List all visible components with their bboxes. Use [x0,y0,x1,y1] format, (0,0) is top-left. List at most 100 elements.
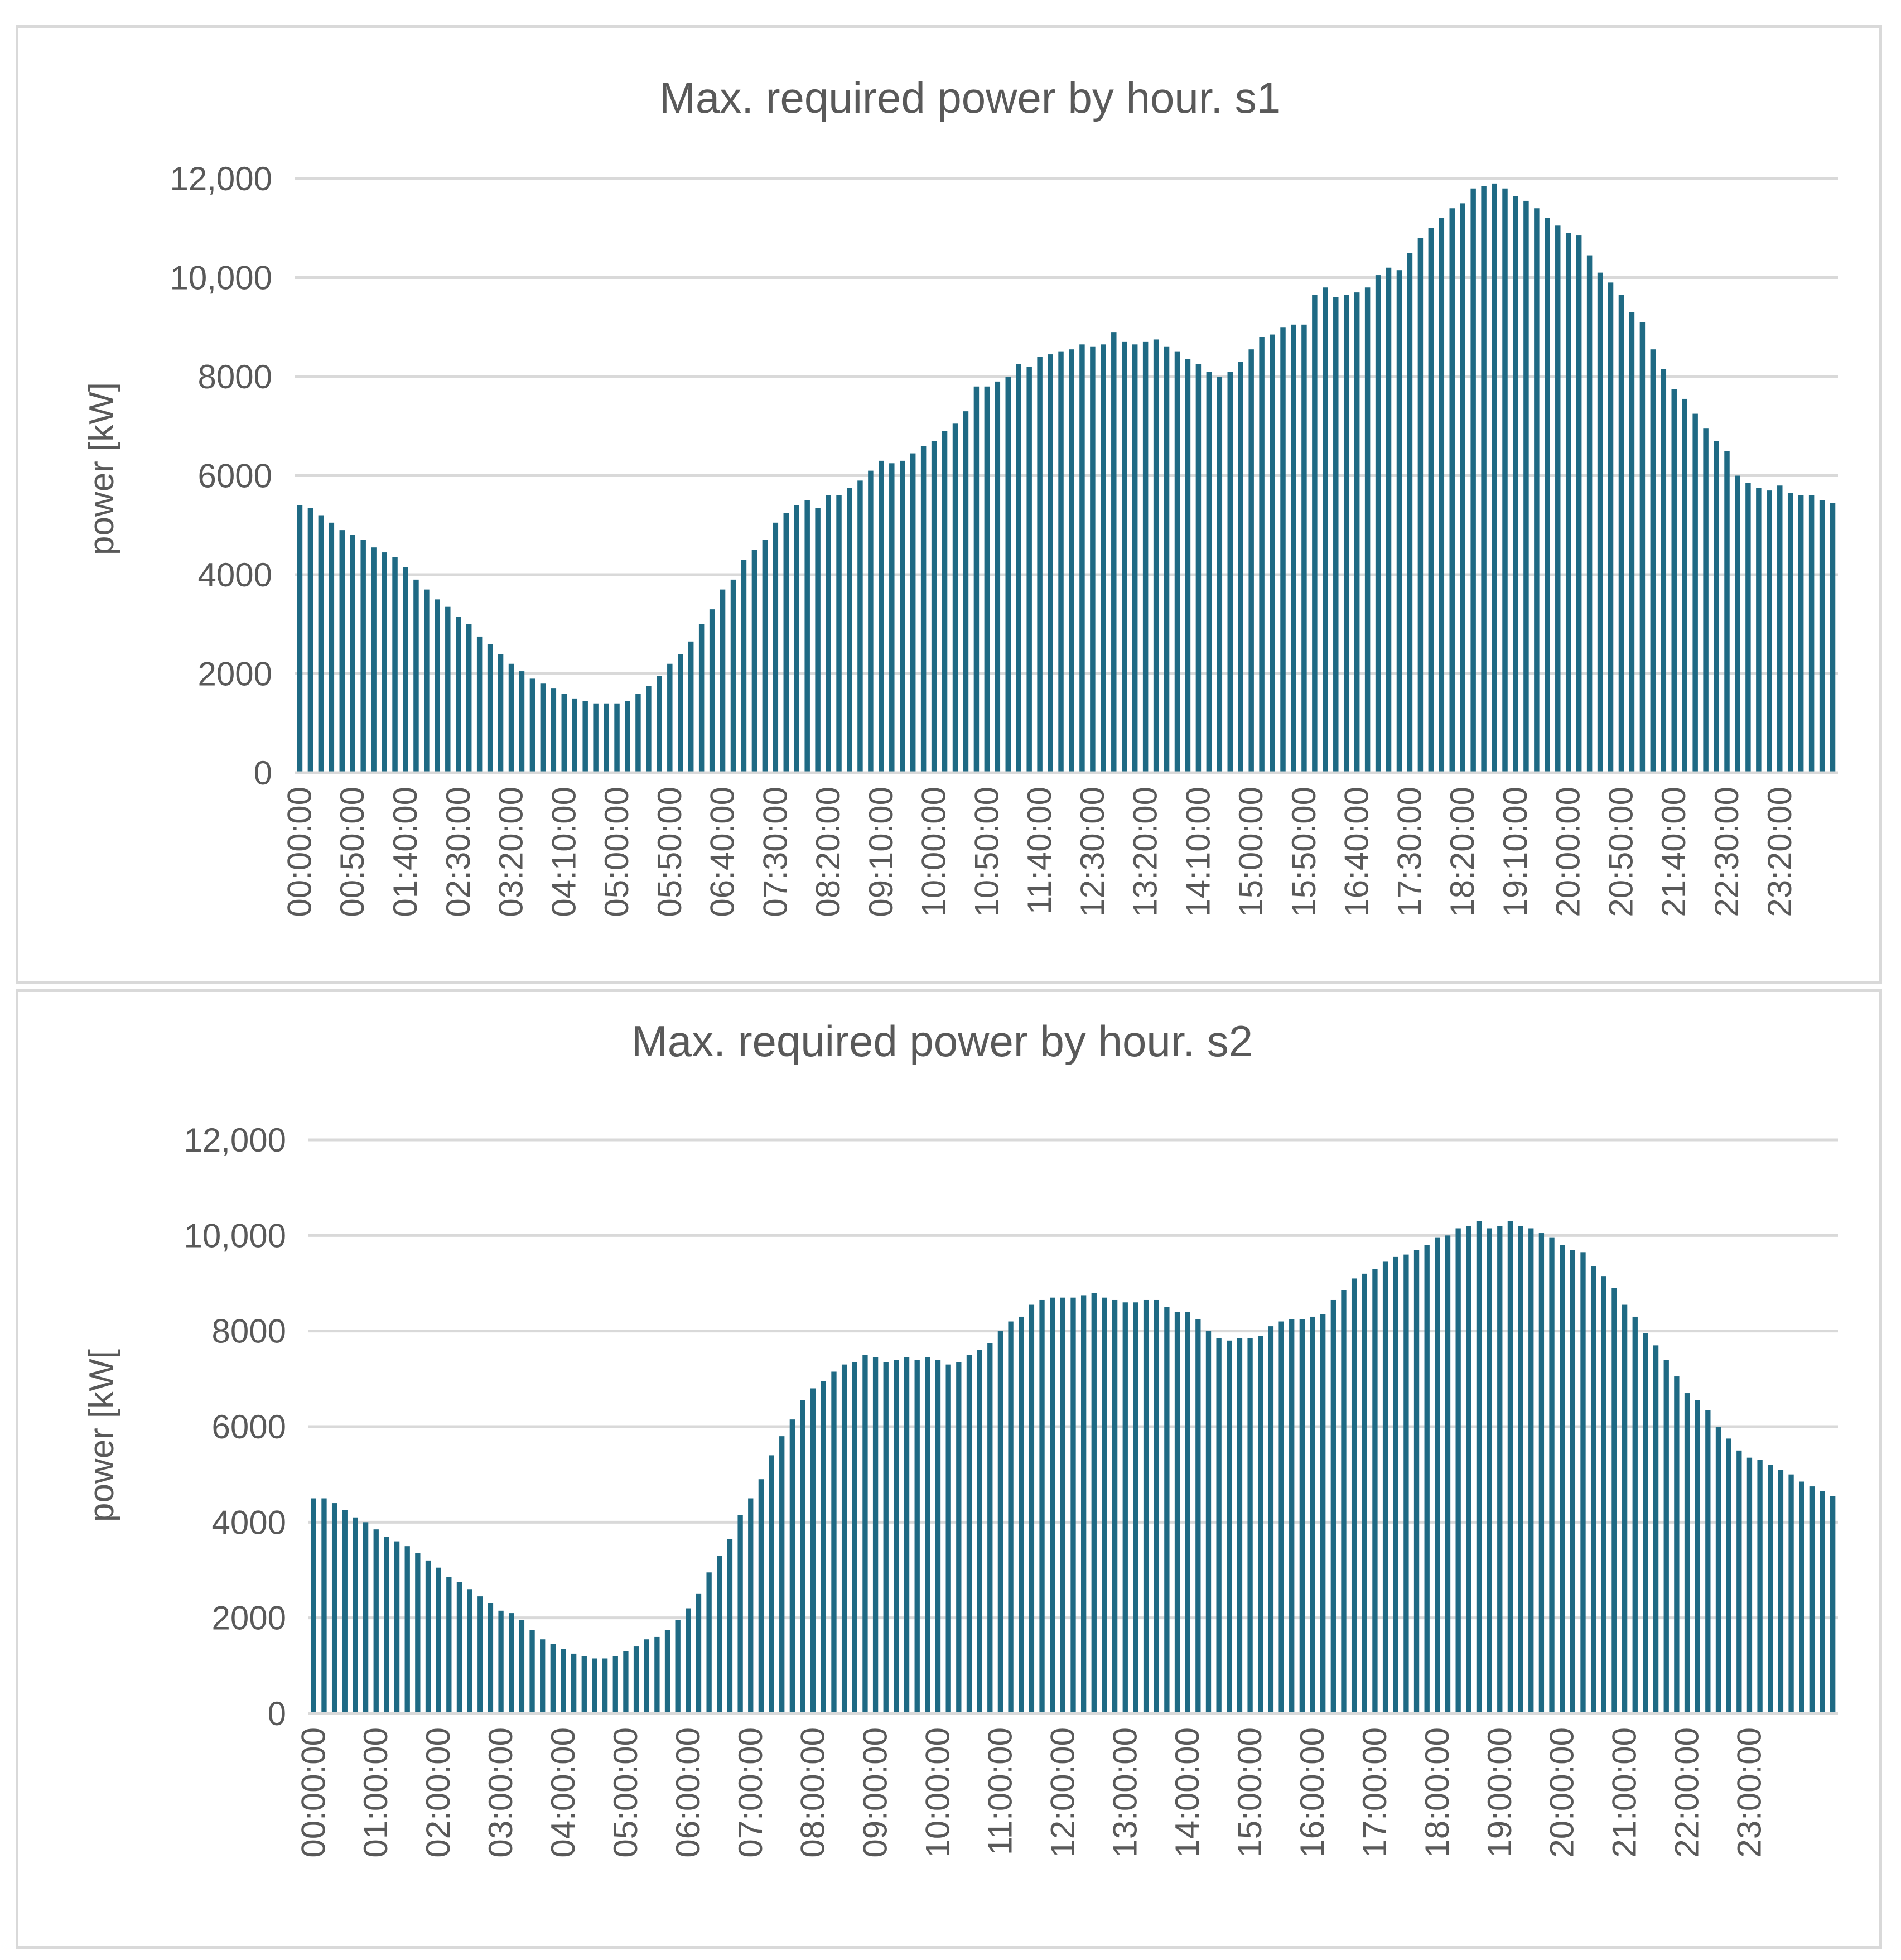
bar [883,1362,889,1713]
bar [1343,295,1349,773]
bar [1299,1319,1305,1713]
y-tick-label: 10,000 [184,1217,286,1254]
x-tick-label: 11:00:00 [981,1727,1019,1855]
bar [394,1541,400,1713]
bar [1217,377,1223,773]
bar [1487,1228,1492,1713]
bar [1280,327,1286,773]
bar [727,1539,733,1713]
bar [529,1630,535,1713]
bar [1580,1252,1586,1713]
bar [987,1343,993,1713]
bar [1736,1450,1742,1713]
y-tick-label: 2000 [198,656,272,693]
bar [1682,398,1687,773]
bar [1019,1316,1024,1713]
bar [1735,475,1740,773]
bar [1643,1333,1648,1713]
bar [984,386,990,773]
bar [307,508,313,773]
x-tick-label: 10:00:00 [919,1727,957,1858]
bar [831,1371,837,1713]
bar [1545,218,1550,773]
bar [1513,196,1518,773]
bar [519,671,525,773]
bar [1060,1297,1066,1713]
bar [1476,1221,1482,1713]
bar [604,703,609,773]
x-tick-label: 05:00:00 [598,787,635,917]
bar [1016,364,1021,773]
bar [477,1596,483,1713]
chart-title: Max. required power by hour. s2 [631,1017,1253,1066]
x-tick-label: 02:30:00 [440,787,477,917]
bar [1185,1312,1190,1713]
bar [466,624,472,773]
bar [1403,1254,1409,1713]
bar [910,453,916,773]
bar [1227,372,1233,773]
bar [373,1529,379,1713]
bar [1745,483,1751,773]
bar [1058,351,1064,773]
bar [815,508,821,773]
bar [1518,1226,1523,1713]
bar [1523,200,1529,773]
bar [657,676,662,773]
bar [1237,1338,1243,1713]
x-tick-label: 23:00:00 [1730,1727,1768,1858]
bar [847,488,852,773]
bar [1653,1345,1659,1713]
bar [1185,359,1191,773]
bar [751,550,757,773]
bar [1090,346,1096,773]
bar [1560,1245,1565,1713]
bar [675,1620,681,1713]
bar [1417,238,1424,773]
bar [540,683,546,773]
x-tick-label: 00:50:00 [334,787,371,917]
bar [311,1498,316,1713]
x-tick-label: 10:00:00 [915,787,953,917]
x-tick-label: 16:40:00 [1338,787,1376,917]
x-tick-label: 01:40:00 [387,787,424,917]
bar [1663,1360,1669,1713]
x-tick-label: 07:30:00 [756,787,794,917]
bar [1555,225,1561,773]
bar [1778,1470,1784,1713]
bar [914,1360,920,1713]
bar [1820,1491,1825,1713]
bar [963,411,969,773]
bar [1153,339,1159,773]
bar [1684,1393,1690,1713]
bar [1259,337,1265,773]
bar [1439,218,1445,773]
bar [488,1603,494,1713]
bar [794,505,799,773]
bar [384,1537,389,1713]
x-tick-label: 03:20:00 [493,787,530,917]
bar [540,1639,546,1713]
bar [1029,1304,1035,1713]
bar [371,547,377,773]
bar [1830,1496,1836,1713]
bar [1079,344,1085,773]
bar [804,500,810,773]
bar [1576,235,1582,773]
bar [1278,1321,1284,1713]
chart-s1: Max. required power by hour. s1 power [k… [83,73,1838,917]
x-tick-label: 00:00:00 [281,787,318,917]
bar [1650,349,1656,773]
bar [935,1360,941,1713]
bar [1069,349,1074,773]
bar [446,1577,452,1713]
bar [1195,1319,1201,1713]
bar [1570,1250,1576,1713]
bar [762,540,768,773]
bar [1386,267,1392,773]
bar [633,1646,639,1713]
bar [1757,1460,1763,1713]
bar [868,470,874,773]
bar [297,505,303,773]
bar [821,1381,826,1713]
